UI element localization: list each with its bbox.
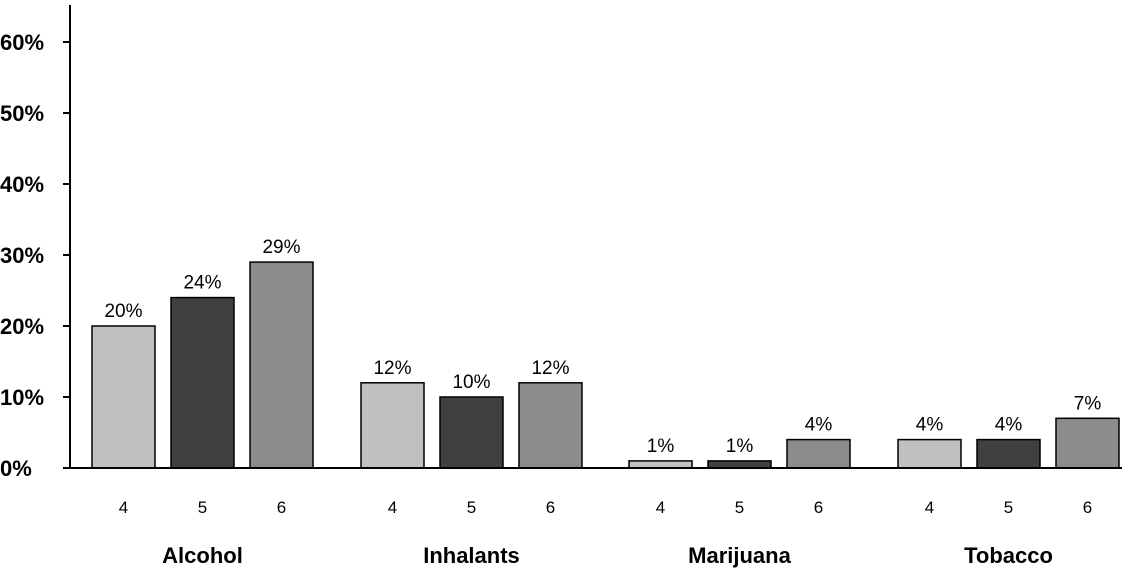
x-tick-label: 4 [656,498,665,517]
x-tick-label: 6 [1083,498,1092,517]
y-tick-label: 0% [0,456,32,481]
data-label: 24% [183,273,221,294]
y-tick-label: 40% [0,172,44,197]
data-label: 1% [647,436,675,457]
data-label: 1% [726,436,754,457]
data-label: 12% [373,358,411,379]
x-tick-label: 4 [925,498,934,517]
data-label: 4% [995,415,1023,436]
bar-marijuana-4 [628,460,693,469]
x-tick-label: 5 [735,498,744,517]
bar-inhalants-4 [360,382,425,469]
y-tick-label: 10% [0,385,44,410]
bar-marijuana-5 [707,460,772,469]
bar-tobacco-4 [897,438,962,469]
y-tick-label: 30% [0,243,44,268]
bar-inhalants-6 [518,382,583,469]
y-tick-label: 20% [0,314,44,339]
bar-alcohol-4 [91,325,156,469]
x-axis: 4 5 6 Alcohol 4 5 6 Inhalants 4 5 6 Marijuana 4 5 6 Tob… [70,467,1122,568]
bar-inhalants-5 [439,396,504,469]
x-tick-label: 4 [119,498,128,517]
y-tick-label: 60% [0,30,44,55]
y-tick-label: 50% [0,101,44,126]
data-label: 4% [805,415,833,436]
data-label: 10% [452,372,490,393]
data-label: 4% [916,415,944,436]
bar-tobacco-6 [1055,417,1120,469]
data-label: 12% [531,358,569,379]
y-axis: 0% 10% 20% 30% 40% 50% 60% [0,5,71,481]
x-tick-label: 5 [1004,498,1013,517]
x-tick-label: 6 [277,498,286,517]
bar-alcohol-5 [170,296,235,469]
bar-alcohol-6 [249,261,314,469]
group-label-inhalants: Inhalants [423,543,520,568]
bar-marijuana-6 [786,438,851,469]
data-label: 29% [262,237,300,258]
x-tick-label: 6 [546,498,555,517]
x-tick-label: 5 [198,498,207,517]
x-tick-label: 6 [814,498,823,517]
bar-tobacco-5 [976,438,1041,469]
data-label: 7% [1074,393,1102,414]
group-label-alcohol: Alcohol [162,543,243,568]
group-label-tobacco: Tobacco [964,543,1053,568]
x-tick-label: 5 [467,498,476,517]
x-tick-label: 4 [388,498,397,517]
group-label-marijuana: Marijuana [688,543,791,568]
data-label: 20% [104,301,142,322]
bars: 20% 24% 29% 12% 10% 12% 1% 1% 4% 4% 4% 7% [91,237,1120,469]
